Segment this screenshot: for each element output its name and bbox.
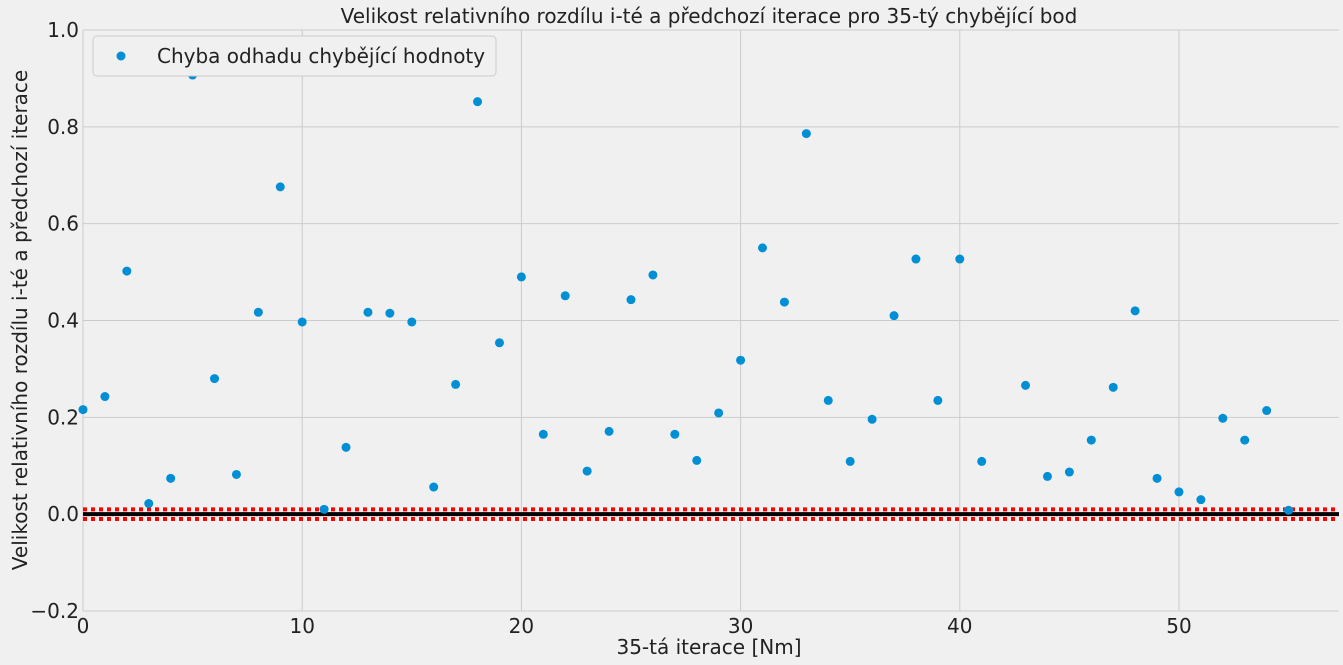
data-point — [626, 295, 636, 305]
legend-box — [92, 35, 497, 77]
y-tick-label: 0.2 — [47, 405, 79, 429]
data-point — [78, 405, 88, 415]
data-point — [494, 338, 504, 348]
x-tick-labels: 0 10 20 30 40 50 — [77, 614, 1192, 638]
y-axis-label: Velikost relativního rozdílu i-té a před… — [8, 70, 32, 570]
data-point — [933, 395, 943, 405]
data-point — [1152, 473, 1162, 483]
data-point — [1042, 471, 1052, 481]
data-point — [407, 317, 417, 327]
data-point — [210, 374, 220, 384]
data-point — [1196, 495, 1206, 505]
data-point — [758, 243, 768, 253]
data-point — [1262, 406, 1272, 416]
data-point — [253, 307, 263, 317]
x-tick-label: 50 — [1166, 614, 1191, 638]
data-point — [1086, 435, 1096, 445]
data-point — [122, 266, 132, 276]
data-point — [1108, 382, 1118, 392]
data-point — [692, 455, 702, 465]
data-point — [1174, 487, 1184, 497]
data-point — [911, 254, 921, 264]
y-tick-labels: −0.2 0.0 0.2 0.4 0.6 0.8 1.0 — [30, 18, 79, 623]
data-point — [1130, 306, 1140, 316]
x-axis-label: 35-tá iterace [Nm] — [616, 635, 801, 659]
legend-marker — [116, 51, 126, 61]
legend: Chyba odhadu chybějící hodnoty — [92, 35, 497, 77]
data-point — [363, 307, 373, 317]
data-point — [166, 473, 176, 483]
data-point — [297, 317, 307, 327]
data-point — [429, 482, 439, 492]
x-tick-label: 30 — [728, 614, 753, 638]
data-point — [604, 426, 614, 436]
data-point — [473, 97, 483, 107]
data-point — [341, 442, 351, 452]
data-point — [1218, 413, 1228, 423]
y-tick-label: 0.8 — [47, 115, 79, 139]
x-tick-label: 0 — [77, 614, 90, 638]
reference-lines — [83, 507, 1339, 522]
data-point — [560, 291, 570, 301]
data-point — [714, 408, 724, 418]
data-point — [801, 129, 811, 139]
data-point — [582, 466, 592, 476]
legend-label: Chyba odhadu chybějící hodnoty — [157, 44, 485, 68]
data-point — [823, 395, 833, 405]
data-point — [889, 311, 899, 321]
data-point — [144, 499, 154, 509]
y-tick-label: 0.6 — [47, 212, 79, 236]
x-tick-label: 40 — [947, 614, 972, 638]
data-point — [1284, 505, 1294, 515]
data-point — [845, 456, 855, 466]
data-point — [516, 272, 526, 282]
chart-title: Velikost relativního rozdílu i-té a před… — [341, 4, 1078, 28]
data-point — [736, 355, 746, 365]
x-tick-label: 20 — [509, 614, 534, 638]
x-tick-label: 10 — [289, 614, 314, 638]
data-point — [100, 392, 110, 402]
y-tick-label: −0.2 — [30, 599, 79, 623]
data-point — [319, 504, 329, 514]
data-point — [955, 254, 965, 264]
y-tick-label: 1.0 — [47, 18, 79, 42]
data-point — [1064, 467, 1074, 477]
data-point — [275, 182, 285, 192]
data-point — [670, 429, 680, 439]
y-tick-label: 0.0 — [47, 502, 79, 526]
data-point — [1021, 380, 1031, 390]
data-points — [78, 70, 1294, 515]
data-point — [867, 414, 877, 424]
data-point — [1240, 435, 1250, 445]
data-point — [385, 308, 395, 318]
data-point — [977, 456, 987, 466]
data-point — [231, 469, 241, 479]
data-point — [779, 297, 789, 307]
data-point — [451, 379, 461, 389]
data-point — [538, 429, 548, 439]
data-point — [648, 270, 658, 280]
y-tick-label: 0.4 — [47, 309, 79, 333]
